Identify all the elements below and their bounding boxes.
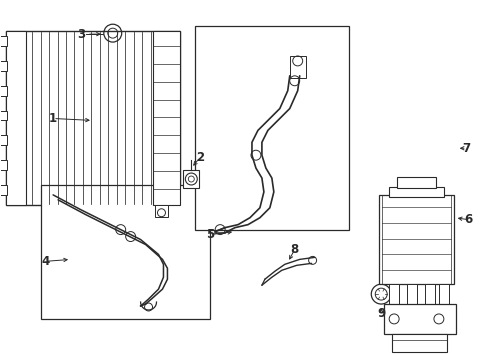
Text: 6: 6 [465, 213, 473, 226]
Bar [0, 185, 7, 195]
Bar [183, 170, 199, 188]
Bar [407, 284, 417, 304]
Bar [384, 304, 456, 334]
Bar [392, 334, 447, 352]
Text: 1: 1 [49, 112, 57, 125]
Bar [0, 160, 7, 170]
Bar [389, 187, 444, 197]
Bar [439, 284, 449, 304]
Bar [379, 195, 454, 284]
Text: 2: 2 [196, 151, 204, 164]
Bar [0, 111, 7, 121]
Bar [290, 56, 306, 78]
Text: 4: 4 [41, 255, 49, 268]
Bar [196, 26, 349, 230]
Bar [41, 185, 210, 319]
Bar [0, 61, 7, 71]
Bar [0, 36, 7, 46]
Bar [389, 284, 399, 304]
Text: 3: 3 [77, 28, 85, 41]
Bar [0, 86, 7, 96]
Bar [397, 177, 436, 188]
Bar [154, 205, 169, 217]
Bar [425, 284, 435, 304]
Text: 9: 9 [377, 307, 385, 320]
Bar [152, 31, 180, 205]
Bar [6, 31, 180, 205]
Text: 7: 7 [463, 142, 471, 155]
Text: 5: 5 [206, 228, 214, 241]
Bar [0, 135, 7, 145]
Text: 8: 8 [291, 243, 299, 256]
Bar [6, 31, 26, 205]
